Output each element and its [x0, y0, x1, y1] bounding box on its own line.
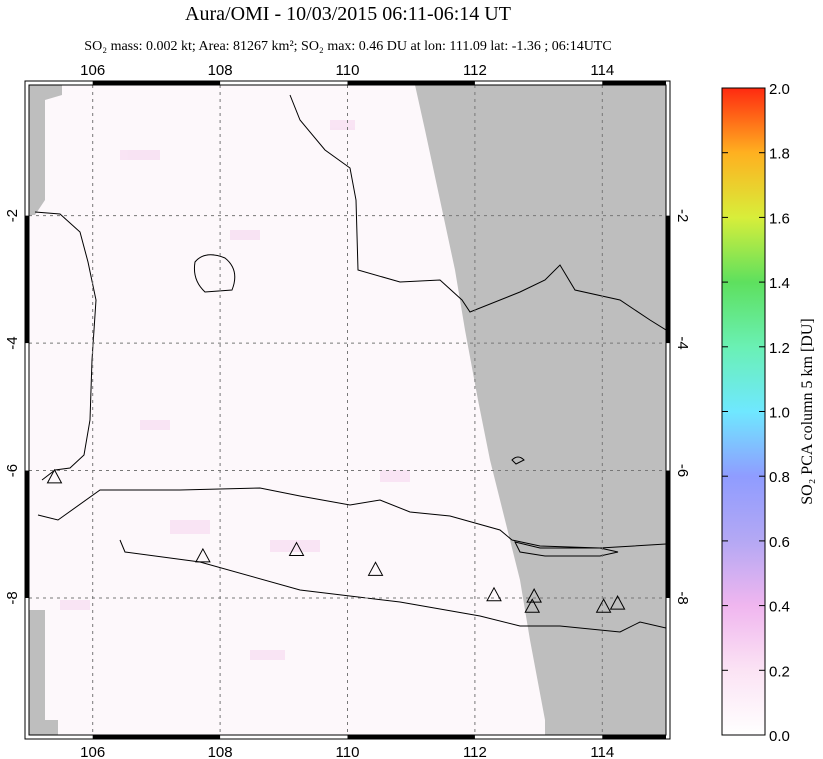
volcano	[486, 586, 502, 602]
x-tick-label: 112	[463, 744, 487, 759]
x-tick-label: 108	[208, 744, 233, 759]
no-data	[415, 85, 666, 735]
frame-segment	[347, 735, 475, 739]
volcano	[288, 541, 305, 557]
frame-segment	[347, 81, 475, 85]
colorbar	[721, 87, 766, 736]
frame-segment	[25, 470, 29, 598]
island	[194, 254, 236, 293]
y-tick-label: -2	[4, 209, 21, 222]
colorbar-tick-label: 1.2	[769, 340, 790, 357]
y-tick-label: -4	[4, 336, 21, 349]
colorbar-tick-label: 0.8	[769, 469, 790, 486]
y-tick-label: -6	[674, 464, 691, 477]
title: Aura/OMI - 10/03/2015 06:11-06:14 UT	[185, 3, 511, 25]
colorbar-tick-label: 0.4	[769, 599, 790, 616]
y-tick-label: -8	[4, 591, 21, 604]
subtitle: SO₂ mass: 0.002 kt; Area: 81267 km²; SO₂…	[84, 39, 611, 54]
island	[511, 456, 525, 465]
y-tick-label: -4	[674, 336, 691, 349]
colorbar-tick-label: 1.6	[769, 210, 790, 227]
x-tick-label: 110	[336, 744, 360, 759]
y-tick-label: -6	[4, 464, 21, 477]
frame-segment	[666, 470, 670, 598]
frame-segment	[92, 81, 221, 85]
colorbar-tick-label: 0.0	[769, 728, 790, 745]
volcano	[367, 561, 384, 576]
colorbar-tick-label: 1.0	[769, 405, 790, 422]
volcano	[609, 595, 626, 610]
coastline	[34, 211, 97, 481]
colorbar-tick-label: 0.2	[769, 663, 790, 680]
colorbar-tick-label: 2.0	[769, 81, 790, 98]
colorbar-tick-label: 0.6	[769, 534, 790, 551]
x-tick-label: 106	[80, 744, 105, 759]
x-tick-label: 114	[590, 62, 614, 79]
frame-segment	[92, 735, 221, 739]
frame-segment	[602, 81, 666, 85]
y-tick-label: -8	[674, 591, 691, 604]
y-tick-label: -2	[674, 209, 691, 222]
coastline	[119, 539, 666, 633]
frame-segment	[666, 215, 670, 344]
colorbar-label: SO₂ PCA column 5 km [DU]	[799, 318, 816, 504]
map-frame	[24, 80, 671, 740]
volcano	[195, 547, 211, 563]
x-tick-label: 112	[463, 62, 487, 79]
coastline	[37, 487, 666, 549]
volcano	[595, 598, 612, 613]
x-tick-label: 108	[208, 62, 233, 79]
frame-segment	[602, 735, 666, 739]
x-tick-label: 110	[336, 62, 360, 79]
frame-segment	[25, 215, 29, 344]
map-frame	[28, 84, 667, 736]
volcano	[524, 598, 541, 613]
volcano	[46, 468, 63, 484]
island	[514, 541, 619, 557]
no-data	[29, 85, 62, 735]
x-tick-label: 114	[590, 744, 614, 759]
x-tick-label: 106	[80, 62, 105, 79]
colorbar-tick-label: 1.8	[769, 146, 790, 163]
colorbar-tick-label: 1.4	[769, 275, 790, 292]
coastline	[289, 94, 666, 331]
